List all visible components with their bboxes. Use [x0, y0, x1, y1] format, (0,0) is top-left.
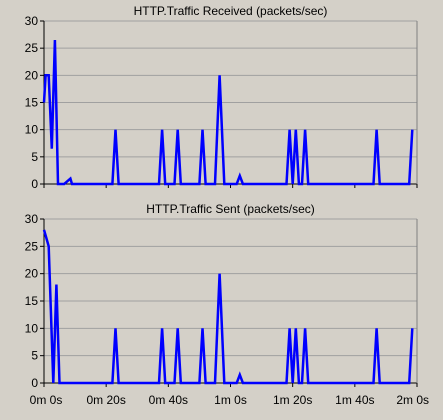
- sent-y-tick-label: 10: [25, 321, 39, 335]
- received-series-line: [42, 39, 414, 186]
- sent-x-tick-label: 2m 0s: [396, 393, 429, 407]
- sent-x-tick-label: 1m 20s: [273, 393, 312, 407]
- sent-y-tick-label: 5: [31, 349, 38, 363]
- sent-chart-title: HTTP.Traffic Sent (packets/sec): [146, 202, 315, 216]
- sent-x-tick-label: 0m 20s: [86, 393, 125, 407]
- received-y-tick-label: 5: [31, 150, 38, 164]
- received-y-tick-label: 20: [25, 68, 39, 82]
- sent-y-tick-label: 25: [25, 239, 39, 253]
- sent-x-tick-label: 1m 0s: [214, 393, 247, 407]
- sent-y-tick-label: 0: [31, 376, 38, 390]
- sent-x-tick-label: 1m 40s: [335, 393, 374, 407]
- received-chart-title: HTTP.Traffic Received (packets/sec): [134, 4, 328, 18]
- sent-y-tick-label: 20: [25, 267, 39, 281]
- received-y-tick-label: 10: [25, 123, 39, 137]
- sent-y-tick-label: 15: [25, 294, 39, 308]
- sent-y-tick-label: 30: [25, 212, 39, 226]
- sent-x-tick-label: 0m 40s: [149, 393, 188, 407]
- sent-series-line: [42, 229, 414, 385]
- received-y-tick-label: 30: [25, 14, 39, 28]
- received-y-tick-label: 15: [25, 96, 39, 110]
- received-y-tick-label: 0: [31, 177, 38, 191]
- sent-x-tick-label: 0m 0s: [30, 393, 63, 407]
- received-y-tick-label: 25: [25, 41, 39, 55]
